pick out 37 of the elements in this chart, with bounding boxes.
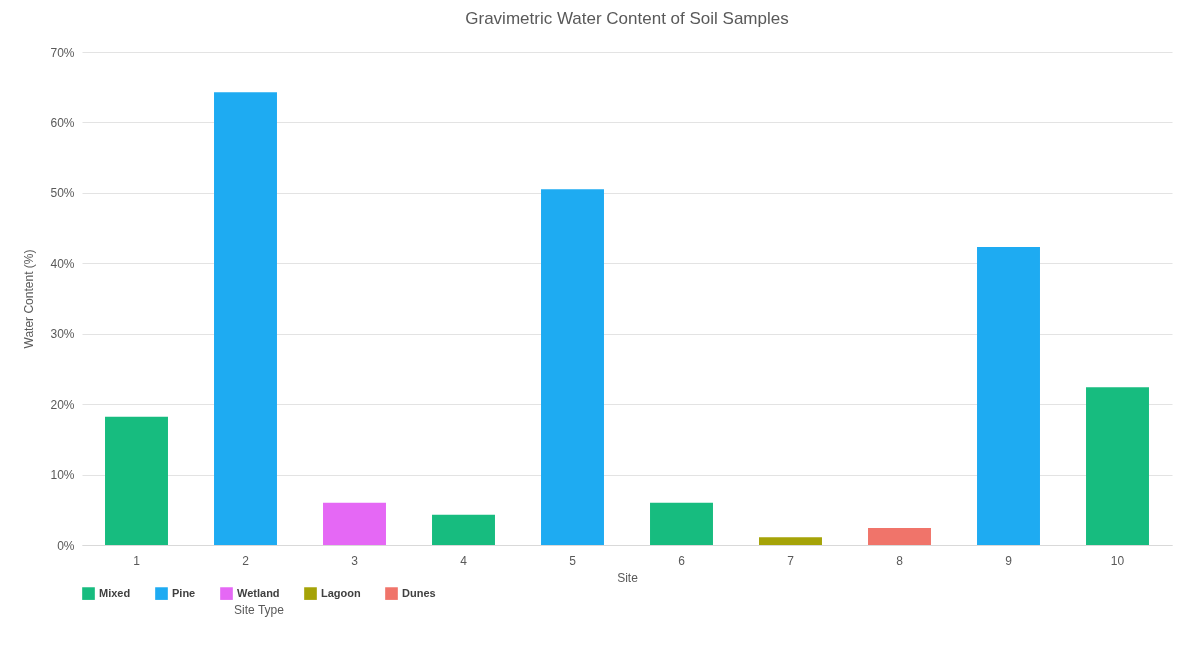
- x-tick-label: 6: [678, 553, 686, 568]
- bar: [432, 514, 495, 545]
- bar: [323, 502, 386, 545]
- x-tick-label: 10: [1110, 553, 1125, 568]
- bar: [105, 416, 168, 545]
- bar: [541, 189, 604, 545]
- legend-label: Wetland: [237, 586, 280, 599]
- y-tick-label: 40%: [50, 256, 75, 271]
- bar: [650, 502, 713, 545]
- chart-title: Gravimetric Water Content of Soil Samples: [465, 9, 789, 28]
- y-tick-label: 30%: [50, 327, 75, 342]
- y-tick-label: 20%: [50, 397, 75, 412]
- y-tick-label: 60%: [50, 115, 75, 130]
- bar: [214, 92, 277, 545]
- y-tick-label: 50%: [50, 186, 75, 201]
- y-axis-title: Water Content (%): [22, 249, 37, 349]
- bar: [868, 528, 931, 545]
- x-tick-label: 7: [787, 553, 795, 568]
- y-tick-label: 70%: [50, 45, 75, 60]
- bar: [1086, 387, 1149, 545]
- x-tick-label: 9: [1005, 553, 1013, 568]
- x-tick-label: 4: [460, 553, 468, 568]
- legend-label: Lagoon: [321, 586, 361, 599]
- x-tick-label: 8: [896, 553, 904, 568]
- x-axis-title: Site: [617, 570, 639, 585]
- x-tick-label: 1: [133, 553, 141, 568]
- legend-label: Pine: [172, 586, 196, 599]
- legend-label: Mixed: [99, 586, 131, 599]
- x-tick-label: 2: [242, 553, 250, 568]
- y-tick-label: 10%: [50, 468, 75, 483]
- x-tick-label: 3: [351, 553, 359, 568]
- bar: [977, 247, 1040, 545]
- legend-label: Dunes: [402, 586, 436, 599]
- y-tick-label: 0%: [57, 538, 75, 553]
- legend-title: Site Type: [234, 603, 285, 617]
- bar: [759, 537, 822, 545]
- x-tick-label: 5: [569, 553, 577, 568]
